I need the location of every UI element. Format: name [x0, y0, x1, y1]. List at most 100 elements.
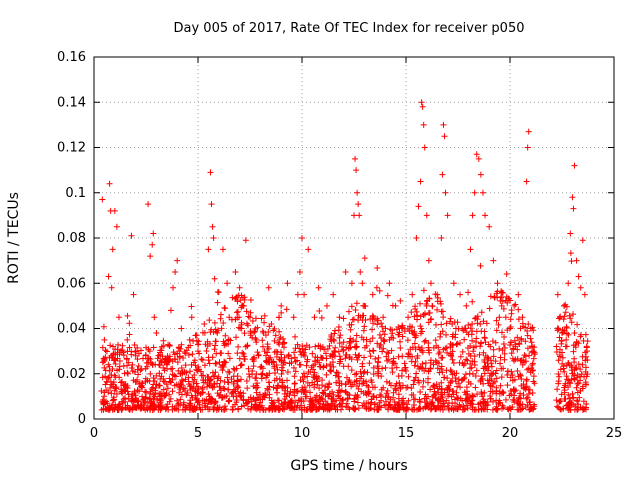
data-point — [312, 396, 319, 403]
data-point — [399, 353, 406, 360]
data-point — [302, 346, 309, 353]
data-point — [523, 376, 530, 383]
data-point — [518, 336, 525, 343]
data-point — [477, 171, 484, 178]
data-point — [265, 405, 272, 412]
x-tick-label: 0 — [90, 426, 98, 441]
data-point — [432, 357, 439, 364]
data-point — [265, 386, 272, 393]
data-point — [126, 331, 133, 338]
data-point — [569, 194, 576, 201]
data-point — [352, 405, 359, 412]
data-point — [490, 346, 497, 353]
data-point — [439, 403, 446, 410]
data-point — [374, 363, 381, 370]
data-point — [490, 257, 497, 264]
data-point — [339, 396, 346, 403]
data-point — [486, 372, 493, 379]
data-point — [117, 403, 124, 410]
data-point — [477, 343, 484, 350]
data-point — [328, 368, 335, 375]
data-point — [474, 391, 481, 398]
data-point — [461, 389, 468, 396]
data-point — [197, 406, 204, 413]
data-point — [261, 312, 268, 319]
data-point — [385, 350, 392, 357]
data-point — [238, 321, 245, 328]
data-point — [293, 388, 300, 395]
data-point — [271, 337, 278, 344]
data-point — [428, 401, 435, 408]
data-point — [442, 189, 449, 196]
data-point — [272, 370, 279, 377]
data-point — [125, 391, 132, 398]
data-point — [453, 394, 460, 401]
data-point — [234, 384, 241, 391]
data-point — [577, 333, 584, 340]
data-point — [195, 366, 202, 373]
data-point — [573, 257, 580, 264]
data-point — [247, 309, 254, 316]
data-point — [225, 379, 232, 386]
data-point — [384, 292, 391, 299]
data-point — [565, 383, 572, 390]
data-point — [135, 362, 142, 369]
data-point — [528, 349, 535, 356]
data-point — [122, 404, 129, 411]
data-point — [167, 307, 174, 314]
data-point — [177, 396, 184, 403]
data-point — [427, 386, 434, 393]
data-point — [447, 315, 454, 322]
data-point — [481, 334, 488, 341]
data-point — [213, 360, 220, 367]
data-point — [554, 291, 561, 298]
data-point — [211, 373, 218, 380]
data-point — [296, 361, 303, 368]
data-point — [264, 349, 271, 356]
data-point — [192, 387, 199, 394]
data-point — [434, 298, 441, 305]
data-point — [504, 368, 511, 375]
data-point — [286, 392, 293, 399]
data-point — [412, 358, 419, 365]
data-point — [522, 338, 529, 345]
data-point — [355, 385, 362, 392]
data-point — [240, 390, 247, 397]
data-point — [409, 291, 416, 298]
data-point — [316, 359, 323, 366]
data-point — [417, 405, 424, 412]
data-point — [269, 400, 276, 407]
data-point — [334, 369, 341, 376]
data-point — [299, 386, 306, 393]
data-point — [508, 391, 515, 398]
data-point — [134, 397, 141, 404]
data-point — [434, 306, 441, 313]
data-point — [271, 377, 278, 384]
data-point — [353, 344, 360, 351]
data-point — [307, 389, 314, 396]
data-point — [524, 345, 531, 352]
data-point — [441, 133, 448, 140]
data-point — [278, 351, 285, 358]
data-point — [140, 397, 147, 404]
data-point — [569, 370, 576, 377]
data-point — [410, 381, 417, 388]
data-point — [555, 380, 562, 387]
data-point — [378, 335, 385, 342]
data-point — [553, 397, 560, 404]
data-point — [291, 373, 298, 380]
data-point — [444, 349, 451, 356]
data-point — [472, 384, 479, 391]
data-point — [343, 400, 350, 407]
data-point — [210, 235, 217, 241]
data-point — [510, 385, 517, 392]
data-point — [102, 373, 109, 380]
data-point — [449, 320, 456, 327]
data-point — [478, 375, 485, 382]
data-point — [177, 381, 184, 388]
data-point — [358, 334, 365, 341]
data-point — [382, 364, 389, 371]
data-point — [444, 375, 451, 382]
data-point — [159, 353, 166, 360]
